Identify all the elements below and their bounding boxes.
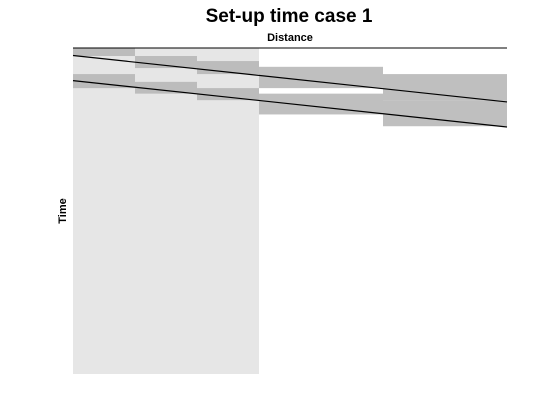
background-region-1 xyxy=(73,48,259,374)
occupation-block-10 xyxy=(383,100,507,127)
train-path-2 xyxy=(72,80,508,128)
y-axis-label: Time xyxy=(57,198,69,223)
chart-title: Set-up time case 1 xyxy=(206,6,373,27)
occupation-block-3 xyxy=(135,56,197,69)
occupation-block-8 xyxy=(259,93,383,115)
occupation-block-9 xyxy=(383,74,507,101)
occupation-block-7 xyxy=(259,66,383,89)
occupation-block-1 xyxy=(73,48,135,57)
plot-area xyxy=(72,47,508,374)
occupation-block-4 xyxy=(135,81,197,94)
train-path-1 xyxy=(72,54,508,103)
occupation-block-2 xyxy=(73,74,135,89)
x-axis-label: Distance xyxy=(267,32,313,44)
occupation-block-6 xyxy=(197,88,259,101)
